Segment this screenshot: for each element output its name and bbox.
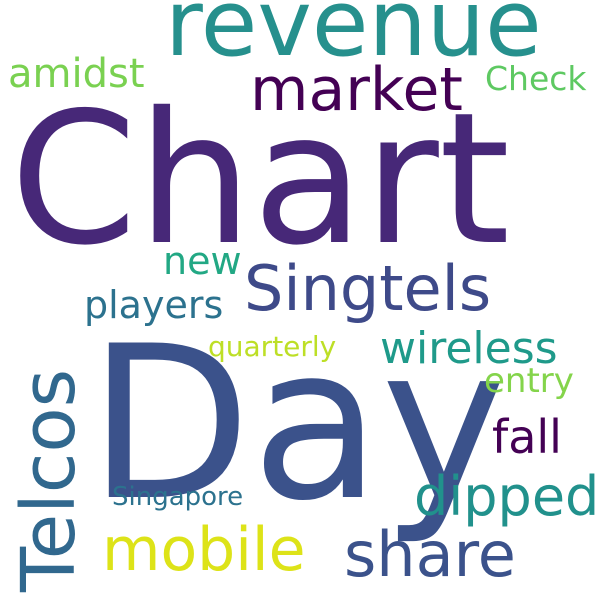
word-day: Day [88,300,507,547]
word-new: new [163,239,242,283]
word-quarterly: quarterly [208,330,337,363]
word-players: players [84,283,224,327]
word-fall: fall [492,410,562,464]
word-revenue: revenue [165,0,542,77]
word-telcos: Telcos [6,368,92,592]
word-amidst: amidst [8,51,145,97]
word-mobile: mobile [102,515,306,585]
word-entry: entry [484,361,574,401]
word-singtels: Singtels [244,252,492,325]
word-wireless: wireless [380,323,558,374]
word-market: market [250,55,463,125]
word-singapore: Singapore [112,482,244,512]
word-dipped: dipped [414,465,600,528]
word-check: Check [485,59,587,98]
word-chart: Chart [10,73,511,285]
word-share: share [344,518,516,591]
